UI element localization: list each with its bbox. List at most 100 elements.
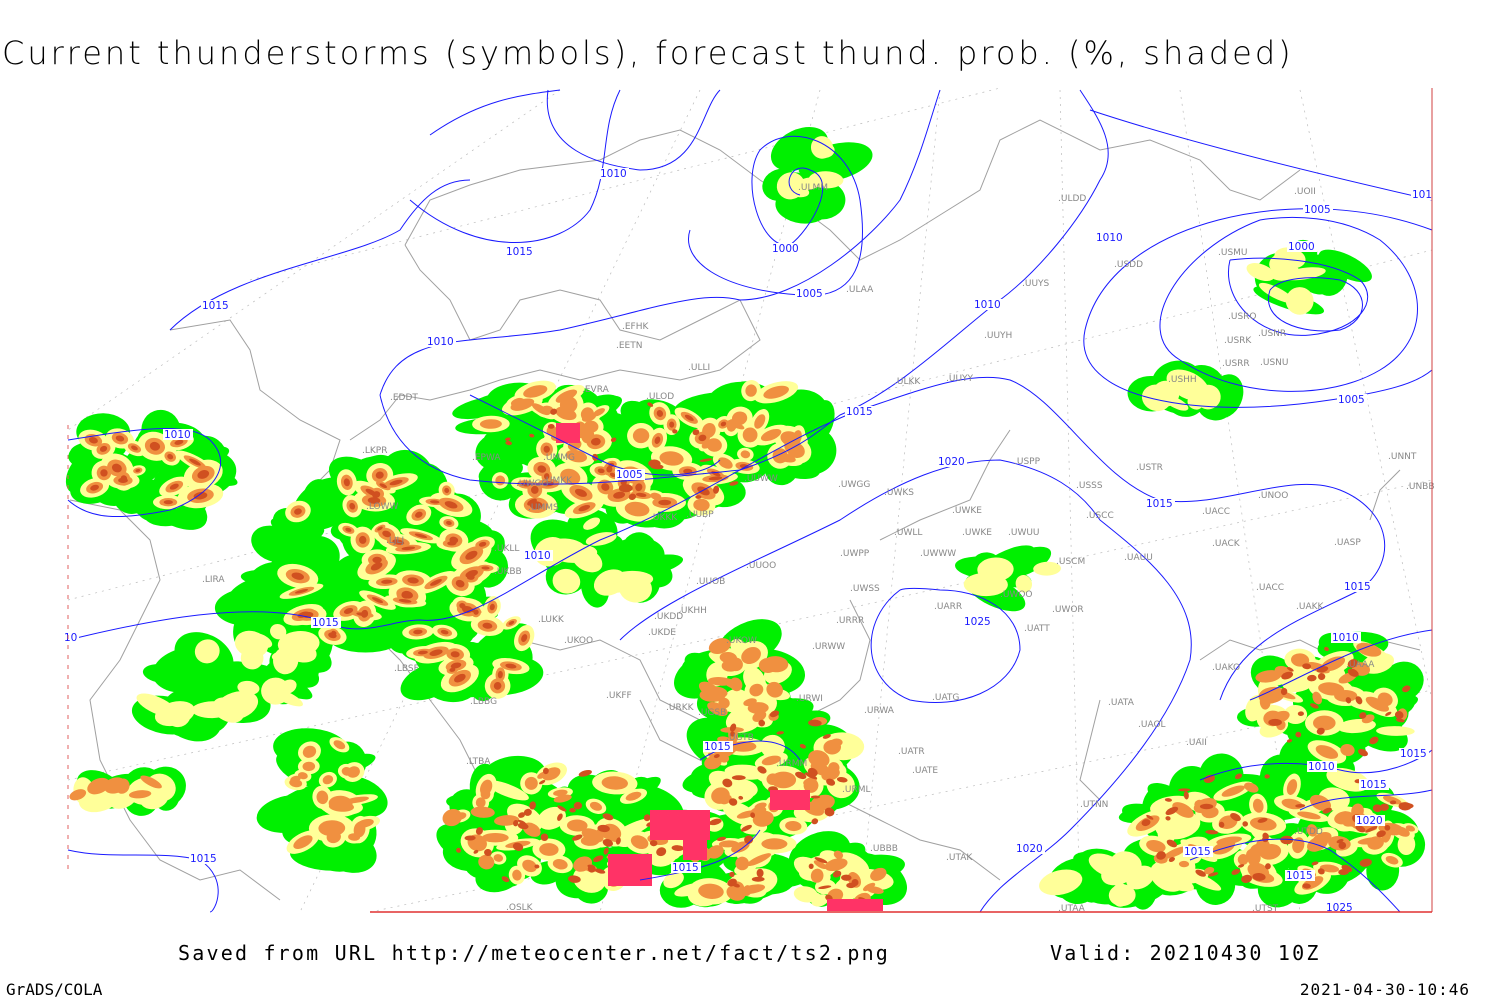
probability-area xyxy=(1283,705,1308,725)
probability-area xyxy=(1166,839,1178,848)
probability-area xyxy=(193,491,208,500)
probability-area xyxy=(1234,773,1243,780)
isobar-label: 1005 xyxy=(616,469,643,481)
station-label: .USNR xyxy=(1258,329,1286,339)
station-label: .EPWA xyxy=(472,453,501,463)
station-label: .UGTB xyxy=(726,733,754,743)
isobar-label: 1015 xyxy=(704,741,731,753)
probability-area xyxy=(328,795,353,812)
probability-area xyxy=(493,681,502,690)
probability-area xyxy=(1326,767,1370,792)
probability-area xyxy=(316,790,329,805)
probability-area xyxy=(1246,848,1257,861)
probability-area xyxy=(456,847,462,853)
probability-area xyxy=(1274,247,1306,269)
probability-area xyxy=(769,710,780,718)
probability-area xyxy=(1246,262,1275,281)
probability-area xyxy=(1291,653,1310,667)
isobar-label: 1015 xyxy=(1360,779,1387,791)
probability-area xyxy=(1338,841,1347,850)
probability-area xyxy=(484,848,492,857)
probability-area xyxy=(99,445,108,452)
probability-area xyxy=(613,491,626,499)
station-label: .USDD xyxy=(1114,260,1143,270)
probability-area xyxy=(568,875,581,883)
probability-area xyxy=(804,772,818,780)
probability-area xyxy=(343,607,354,614)
probability-area xyxy=(751,876,765,882)
graticule-line xyxy=(599,89,821,913)
station-label: .UTAA xyxy=(1058,904,1086,914)
probability-area xyxy=(1218,821,1225,828)
probability-area xyxy=(136,693,177,717)
probability-area xyxy=(1195,869,1206,877)
probability-area xyxy=(1268,718,1282,726)
isobar-label-bg xyxy=(615,469,645,480)
probability-area xyxy=(822,734,831,739)
probability-area xyxy=(1262,832,1269,840)
probability-area xyxy=(88,437,98,444)
probability-area xyxy=(510,397,525,407)
station-label: .UWWW xyxy=(920,549,956,559)
station-label: .UNNT xyxy=(1388,452,1417,462)
isobar-label-bg xyxy=(1399,748,1429,759)
probability-area xyxy=(569,807,576,813)
probability-area xyxy=(291,572,304,580)
station-label: .UAII xyxy=(1186,738,1207,748)
probability-area xyxy=(505,440,512,446)
isobar-label-bg xyxy=(163,429,193,440)
probability-area xyxy=(513,819,519,827)
probability-area xyxy=(1302,883,1311,889)
probability-area xyxy=(698,883,724,899)
station-label: .UTAK xyxy=(946,853,973,863)
probability-area xyxy=(542,767,549,775)
probability-area xyxy=(1302,663,1312,670)
isobar xyxy=(469,394,721,476)
probability-area xyxy=(553,789,568,797)
probability-area xyxy=(521,634,528,643)
isobar xyxy=(429,89,561,136)
station-label: .LOWW xyxy=(366,502,399,512)
station-label: .EVRA xyxy=(582,385,610,395)
probability-area xyxy=(578,505,591,512)
probability-area xyxy=(729,723,737,732)
station-label: .UWKE xyxy=(962,528,992,538)
station-label: .URRR xyxy=(836,616,864,626)
probability-area xyxy=(370,562,383,571)
probability-area xyxy=(537,806,566,830)
probability-area xyxy=(398,599,412,603)
isobar-label: 1010 xyxy=(600,168,627,180)
thunderstorm-symbol xyxy=(556,423,580,443)
probability-area xyxy=(672,429,678,434)
probability-area xyxy=(659,451,684,466)
isobar-label: 1015 xyxy=(1184,846,1211,858)
isobar-label: 1015 xyxy=(1286,870,1313,882)
probability-area xyxy=(529,433,535,438)
probability-area xyxy=(358,535,367,544)
station-label: .LBSF xyxy=(394,664,419,674)
probability-area xyxy=(1340,743,1355,757)
probability-area xyxy=(740,824,752,832)
station-label: .UMKK xyxy=(543,476,573,486)
probability-area xyxy=(851,878,859,886)
isobar-label-bg xyxy=(1359,779,1389,790)
isobar-label-bg xyxy=(1343,581,1373,592)
probability-area xyxy=(440,629,449,635)
probability-area xyxy=(341,767,353,776)
probability-area xyxy=(826,778,836,786)
probability-area xyxy=(531,485,539,494)
graticule-line xyxy=(369,689,1433,913)
thunderstorm-symbol xyxy=(683,840,707,860)
probability-area xyxy=(517,819,527,825)
probability-area xyxy=(1178,788,1191,792)
isobar-label: 1010 xyxy=(427,336,454,348)
probability-area xyxy=(770,127,829,171)
station-label: .UATR xyxy=(898,747,925,757)
probability-area xyxy=(1315,745,1339,759)
probability-area xyxy=(1255,670,1282,683)
probability-area xyxy=(442,808,463,827)
isobar-label-bg xyxy=(1183,846,1213,857)
station-label: .USCC xyxy=(1086,511,1114,521)
isobar-label-bg xyxy=(1285,870,1315,881)
probability-area xyxy=(449,536,459,544)
